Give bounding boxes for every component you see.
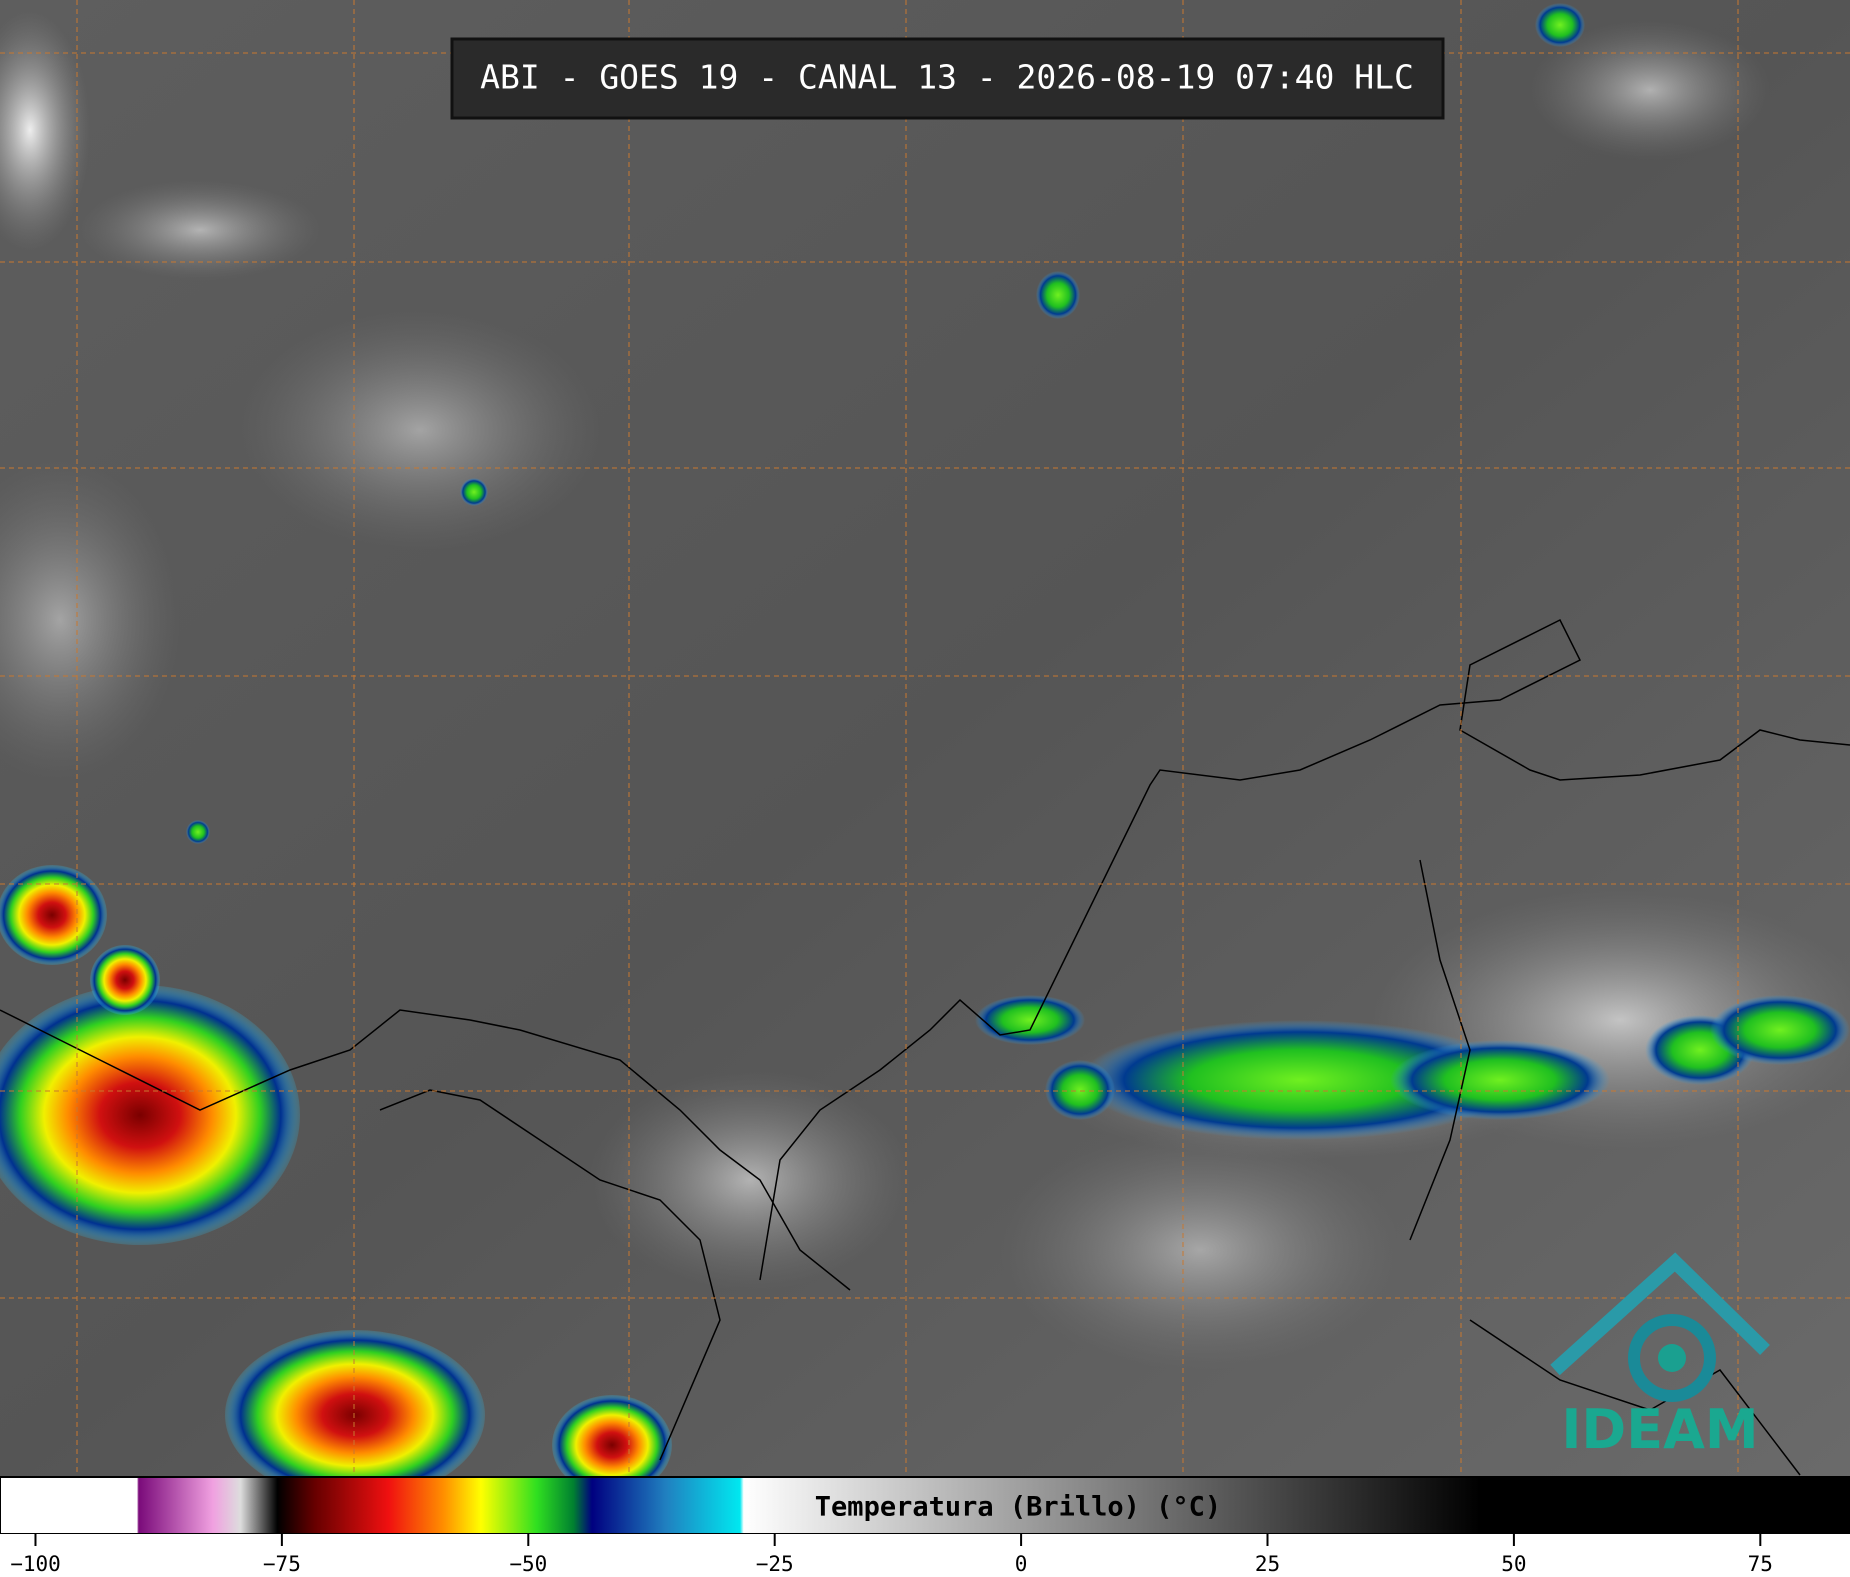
logo-text: IDEAM (1561, 1398, 1758, 1461)
title: ABI - GOES 19 - CANAL 13 - 2026-08-19 07… (480, 58, 1414, 97)
title-box (450, 37, 1445, 120)
tick-label: 25 (1255, 1552, 1280, 1576)
storms (0, 3, 1850, 1500)
tick-label: −25 (756, 1552, 794, 1576)
tick-band (0, 1534, 1850, 1577)
tick-label: 50 (1501, 1552, 1526, 1576)
tick-label: 75 (1748, 1552, 1773, 1576)
tick-label: −75 (263, 1552, 301, 1576)
tick-label: 0 (1015, 1552, 1028, 1576)
colorbar-ticks: −100 −75 −50 −25 0 25 50 75 (10, 1534, 1773, 1576)
coastlines (0, 618, 1850, 1476)
tick-label: −50 (509, 1552, 547, 1576)
graticule (0, 0, 1850, 1477)
tick-label: −100 (10, 1552, 61, 1576)
logo: IDEAM (1550, 1252, 1770, 1461)
colorbar-label: Temperatura (Brillo) (°C) (815, 1492, 1221, 1523)
